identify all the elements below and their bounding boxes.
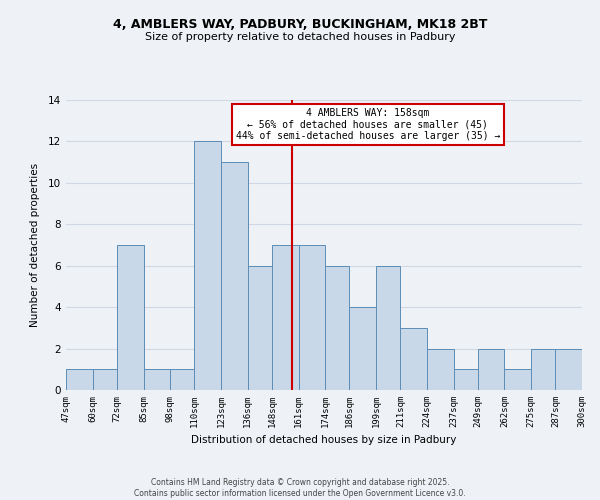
Bar <box>248 266 272 390</box>
Bar <box>170 370 194 390</box>
Bar <box>556 348 582 390</box>
Bar <box>143 370 170 390</box>
Bar <box>478 348 505 390</box>
Bar <box>454 370 478 390</box>
Text: Contains HM Land Registry data © Crown copyright and database right 2025.
Contai: Contains HM Land Registry data © Crown c… <box>134 478 466 498</box>
Text: 4 AMBLERS WAY: 158sqm
← 56% of detached houses are smaller (45)
44% of semi-deta: 4 AMBLERS WAY: 158sqm ← 56% of detached … <box>236 108 500 142</box>
Text: 4, AMBLERS WAY, PADBURY, BUCKINGHAM, MK18 2BT: 4, AMBLERS WAY, PADBURY, BUCKINGHAM, MK1… <box>113 18 487 30</box>
Bar <box>531 348 556 390</box>
Text: Size of property relative to detached houses in Padbury: Size of property relative to detached ho… <box>145 32 455 42</box>
Bar <box>221 162 248 390</box>
Bar <box>194 142 221 390</box>
Bar <box>325 266 349 390</box>
Bar <box>117 245 143 390</box>
Bar <box>349 307 376 390</box>
X-axis label: Distribution of detached houses by size in Padbury: Distribution of detached houses by size … <box>191 436 457 446</box>
Bar <box>299 245 325 390</box>
Y-axis label: Number of detached properties: Number of detached properties <box>29 163 40 327</box>
Bar <box>427 348 454 390</box>
Bar <box>505 370 531 390</box>
Bar <box>272 245 299 390</box>
Bar <box>66 370 92 390</box>
Bar <box>376 266 400 390</box>
Bar <box>400 328 427 390</box>
Bar <box>92 370 117 390</box>
